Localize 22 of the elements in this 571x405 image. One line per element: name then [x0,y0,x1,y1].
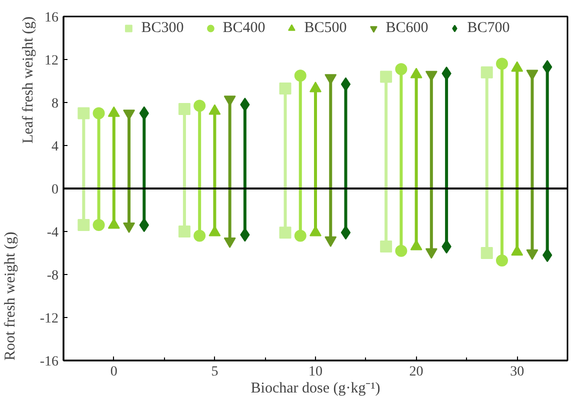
legend-label: BC700 [467,20,510,36]
x-tick-label: 30 [510,364,524,380]
y-axis-title: Leaf fresh weight (g) [20,16,36,144]
y-tick-label: -16 [40,354,59,370]
x-tick-label: 0 [110,364,118,380]
legend-label: BC400 [222,20,266,36]
x-tick-label: 20 [409,364,424,380]
y-tick-label: -8 [46,268,59,284]
y-tick-label: 8 [52,96,58,112]
y-tick-label: -4 [46,226,59,240]
x-tick-label: 10 [308,364,322,380]
y-tick-label: 16 [44,10,58,26]
legend-label: BC600 [386,20,428,36]
legend-label: BC500 [304,20,347,36]
legend-label: BC300 [141,20,184,36]
text: Root fresh weight (g) [2,232,18,360]
x-axis-title: Biochar dose (g·kg⁻¹) [250,380,380,396]
y-tick-label: 12 [44,54,58,68]
y-tick-label: 0 [52,182,58,198]
y-tick-label: -12 [40,312,59,326]
x-tick-label: 5 [211,364,218,380]
y-tick-label: 4 [52,140,58,154]
